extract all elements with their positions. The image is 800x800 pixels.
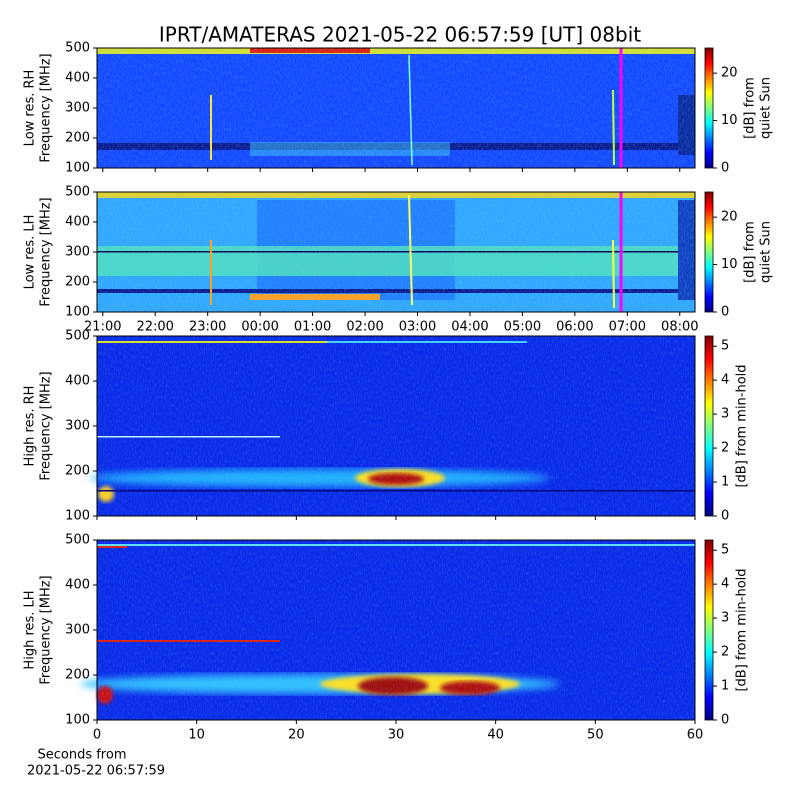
y-axis-label: Low res. LH	[23, 215, 38, 290]
y-tick-label: 400	[65, 578, 90, 593]
colorbar-label: [dB] from	[743, 221, 758, 283]
colorbar-tick-label: 20	[721, 210, 738, 225]
x-tick-label: 0	[93, 728, 101, 743]
colorbar-tick-label: 5	[721, 543, 729, 558]
colorbar-tick-label: 4	[721, 577, 729, 592]
x-tick-label: 01:00	[294, 320, 331, 335]
colorbar-tick-label: 1	[721, 475, 729, 490]
x-tick-label: 06:00	[556, 320, 593, 335]
spectrogram-image	[80, 48, 695, 720]
colorbar	[704, 335, 714, 517]
x-tick-label: 60	[687, 728, 704, 743]
y-tick-label: 400	[65, 215, 90, 230]
colorbar-tick-label: 1	[721, 679, 729, 694]
y-tick-label: 500	[65, 41, 90, 56]
x-tick-label: 23:00	[189, 320, 226, 335]
colorbar-tick-label: 2	[721, 441, 729, 456]
y-tick-label: 300	[65, 101, 90, 116]
y-tick-label: 400	[65, 374, 90, 389]
colorbar-label: [dB] from min-hold	[735, 568, 750, 691]
colorbar-label: [dB] from min-hold	[735, 364, 750, 487]
colorbar-tick-label: 10	[721, 113, 738, 128]
x-tick-label: 07:00	[609, 320, 646, 335]
y-axis-label: Frequency [MHz]	[39, 575, 54, 684]
y-axis-label: Frequency [MHz]	[39, 371, 54, 480]
x-tick-label: 30	[388, 728, 405, 743]
y-axis-label: Frequency [MHz]	[39, 53, 54, 162]
colorbar-tick-label: 2	[721, 645, 729, 660]
y-tick-label: 100	[65, 161, 90, 176]
y-tick-label: 200	[65, 131, 90, 146]
y-tick-label: 500	[65, 533, 90, 548]
y-tick-label: 100	[65, 509, 90, 524]
y-axis-label: High res. LH	[23, 590, 38, 669]
x-tick-label: 50	[587, 728, 604, 743]
y-axis-label: High res. RH	[23, 386, 38, 467]
x-tick-label: 21:00	[84, 320, 121, 335]
colorbar-tick-label: 3	[721, 611, 729, 626]
y-tick-label: 200	[65, 464, 90, 479]
colorbar-tick-label: 0	[721, 161, 729, 176]
x-tick-label: 22:00	[136, 320, 173, 335]
colorbar-label: [dB] from	[743, 77, 758, 139]
colorbar-tick-label: 4	[721, 373, 729, 388]
colorbar	[704, 47, 714, 169]
x-tick-label: 04:00	[451, 320, 488, 335]
colorbar-tick-label: 0	[721, 305, 729, 320]
colorbar-tick-label: 5	[721, 339, 729, 354]
y-tick-label: 300	[65, 419, 90, 434]
colorbar-label: quiet Sun	[759, 221, 774, 283]
x-tick-label: 40	[487, 728, 504, 743]
colorbar-tick-label: 0	[721, 509, 729, 524]
colorbar-label: quiet Sun	[759, 77, 774, 139]
y-tick-label: 400	[65, 71, 90, 86]
x-axis-label: Seconds from	[37, 748, 126, 763]
colorbar-tick-label: 20	[721, 66, 738, 81]
x-tick-label: 20	[288, 728, 305, 743]
colorbar-tick-label: 3	[721, 407, 729, 422]
y-axis-label: Frequency [MHz]	[39, 197, 54, 306]
x-tick-label: 03:00	[399, 320, 436, 335]
colorbar-tick-label: 0	[721, 713, 729, 728]
colorbar-tick-label: 10	[721, 257, 738, 272]
y-tick-label: 200	[65, 668, 90, 683]
x-tick-label: 10	[188, 728, 205, 743]
y-tick-label: 500	[65, 185, 90, 200]
colorbar	[704, 191, 714, 313]
y-tick-label: 500	[65, 329, 90, 344]
x-tick-label: 08:00	[661, 320, 698, 335]
x-tick-label: 02:00	[346, 320, 383, 335]
y-tick-label: 100	[65, 713, 90, 728]
x-tick-label: 05:00	[504, 320, 541, 335]
colorbar	[704, 539, 714, 721]
x-tick-label: 00:00	[241, 320, 278, 335]
y-tick-label: 100	[65, 305, 90, 320]
y-tick-label: 200	[65, 275, 90, 290]
x-axis-label: 2021-05-22 06:57:59	[27, 764, 165, 779]
y-axis-label: Low res. RH	[23, 70, 38, 147]
y-tick-label: 300	[65, 623, 90, 638]
figure-title: IPRT/AMATERAS 2021-05-22 06:57:59 [UT] 0…	[159, 23, 641, 47]
y-tick-label: 300	[65, 245, 90, 260]
